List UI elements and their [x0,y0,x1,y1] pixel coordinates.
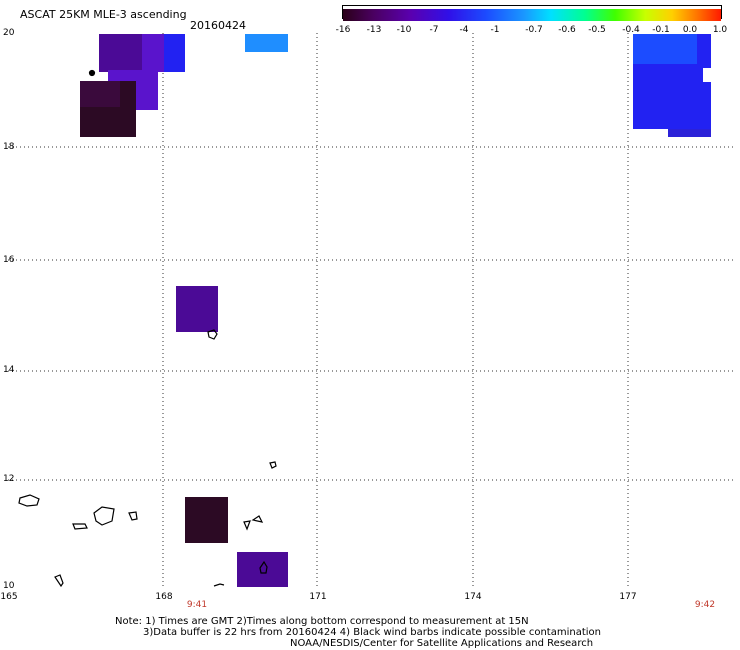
colorbar-label: -0.6 [558,25,576,35]
colorbar-label: -4 [459,25,469,35]
swath-cell-south [237,552,288,587]
swath-cell-southwest [185,497,228,543]
colorbar-label: -1 [490,25,500,35]
colorbar-label: -7 [429,25,439,35]
colorbar-label: 1.0 [712,25,728,35]
swath-cluster-ne [633,34,713,137]
lon-label: 171 [309,592,327,602]
lat-label: 16 [3,255,15,265]
colorbar-label: -10 [396,25,412,35]
map-plot [8,33,734,587]
lat-label: 14 [3,365,15,375]
time-label: 9:42 [694,600,716,610]
note-line-3: NOAA/NESDIS/Center for Satellite Applica… [290,638,594,649]
lon-label: 174 [464,592,482,602]
colorbar [342,5,722,21]
note-line-1: Note: 1) Times are GMT 2)Times along bot… [115,616,529,627]
colorbar-label: -0.4 [622,25,640,35]
colorbar-label: -0.7 [525,25,543,35]
swath-cell-central [176,286,218,332]
island-outlines [18,69,277,587]
lat-label: 18 [3,142,15,152]
colorbar-label: 0.0 [682,25,698,35]
lat-label: 12 [3,474,15,484]
colorbar-label: -13 [366,25,382,35]
colorbar-label: -0.1 [652,25,670,35]
colorbar-label: -16 [335,25,351,35]
lat-label: 20 [3,28,15,38]
colorbar-gradient [343,9,721,21]
lat-label: 10 [3,581,15,591]
lon-label: 177 [619,592,637,602]
map-canvas [8,33,734,587]
note-line-2: 3)Data buffer is 22 hrs from 20160424 4)… [143,627,601,638]
time-label: 9:41 [186,600,208,610]
swath-cell-north [245,34,288,52]
lon-label: 168 [155,592,173,602]
graticule [8,33,734,587]
colorbar-label: -0.5 [588,25,606,35]
swath-cluster-nw [80,34,185,137]
product-date: 20160424 [190,19,246,32]
product-title: ASCAT 25KM MLE-3 ascending [20,8,187,21]
lon-label: 165 [0,592,18,602]
